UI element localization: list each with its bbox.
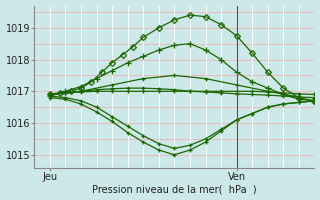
X-axis label: Pression niveau de la mer(  hPa  ): Pression niveau de la mer( hPa ): [92, 184, 257, 194]
